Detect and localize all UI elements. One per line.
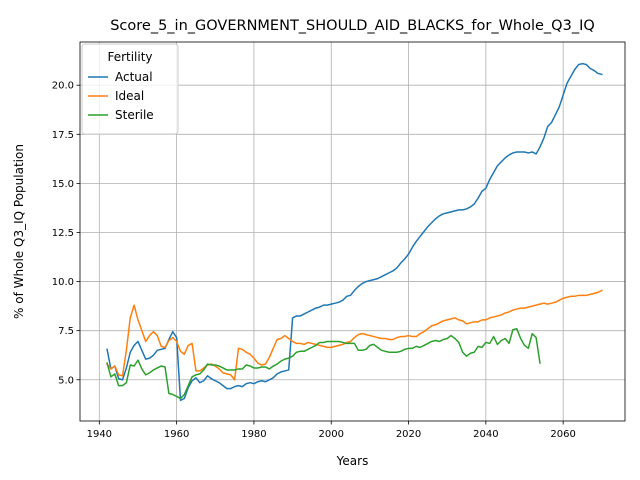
legend: Fertility Actual Ideal Sterile: [81, 43, 179, 135]
x-tick-label: 2020: [396, 429, 421, 440]
y-tick-label: 15.0: [52, 179, 74, 190]
x-tick-label: 2040: [473, 429, 498, 440]
y-tick-label: 10.0: [52, 277, 74, 288]
y-axis-ticks: 5.0 7.5 10.0 12.5 15.0 17.5 20.0: [52, 81, 80, 386]
plot-frame: [79, 41, 626, 422]
series-line-sterile: [106, 327, 541, 400]
legend-label-ideal: Ideal: [115, 89, 144, 103]
y-tick-label: 7.5: [58, 326, 74, 337]
legend-items: Actual Ideal Sterile: [88, 70, 154, 122]
y-tick-label: 20.0: [52, 81, 74, 92]
x-tick-label: 2060: [550, 429, 575, 440]
x-tick-label: 1980: [241, 429, 266, 440]
y-tick-label: 17.5: [52, 130, 74, 141]
y-tick-label: 5.0: [58, 375, 74, 386]
y-tick-label: 12.5: [52, 228, 74, 239]
legend-label-sterile: Sterile: [115, 108, 154, 122]
series-line-actual: [106, 62, 603, 402]
grid-lines: [80, 42, 625, 421]
x-tick-label: 2000: [319, 429, 344, 440]
legend-label-actual: Actual: [115, 70, 153, 84]
series-lines: [106, 62, 603, 402]
x-axis-label: Years: [336, 454, 369, 468]
x-axis-ticks: 1940 1960 1980 2000 2020 2040 2060: [87, 421, 576, 440]
y-axis-label: % of Whole Q3_IQ Population: [12, 144, 26, 319]
legend-box: [81, 43, 179, 135]
x-tick-label: 1940: [87, 429, 112, 440]
legend-title: Fertility: [107, 50, 152, 64]
series-line-ideal: [106, 289, 603, 381]
x-tick-label: 1960: [164, 429, 189, 440]
chart-title: Score_5_in_GOVERNMENT_SHOULD_AID_BLACKS_…: [110, 18, 595, 34]
